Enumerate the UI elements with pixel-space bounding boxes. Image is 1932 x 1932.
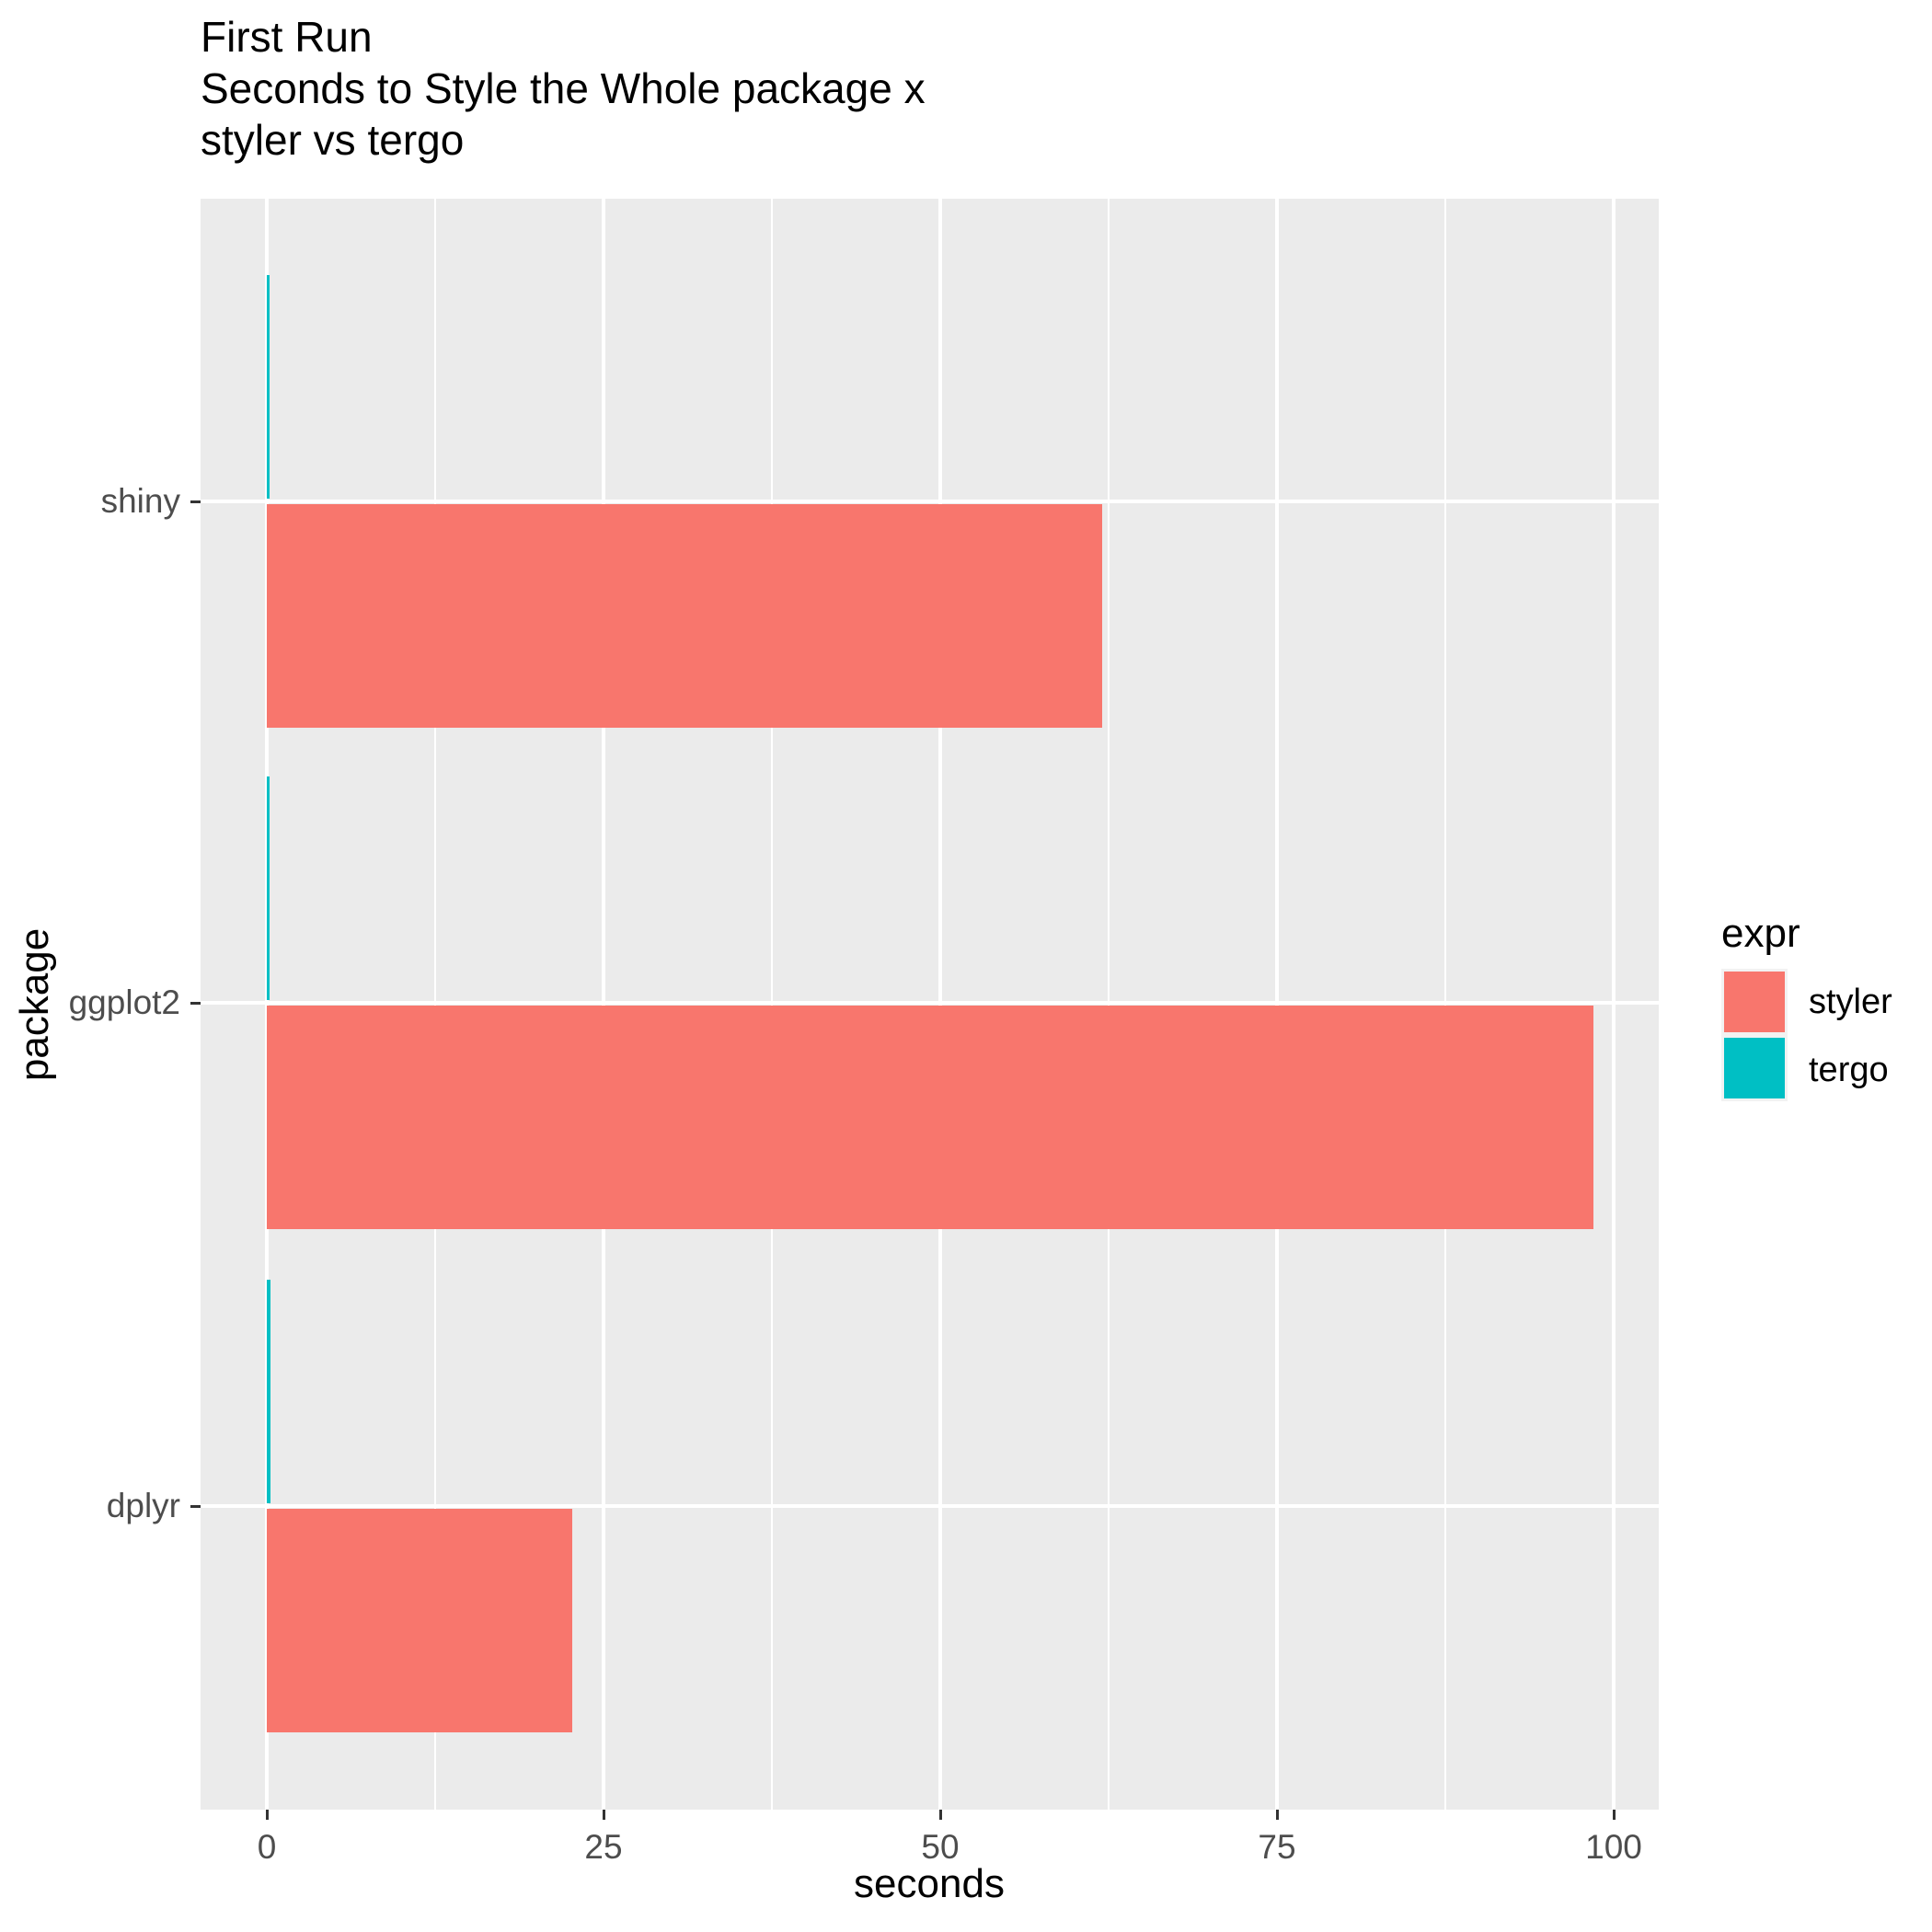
legend-title: expr — [1721, 911, 1800, 956]
legend-label-tergo: tergo — [1809, 1051, 1889, 1089]
bar-styler-ggplot2 — [267, 1006, 1593, 1229]
bar-tergo-ggplot2 — [267, 776, 270, 1000]
legend-key-tergo-swatch — [1721, 1035, 1788, 1101]
y-tick-ggplot2 — [190, 1001, 201, 1005]
y-tick-dplyr — [190, 1504, 201, 1508]
x-axis-title: seconds — [854, 1861, 1005, 1906]
gridline-major-y-dplyr — [201, 1504, 1659, 1508]
legend-key-styler-swatch — [1721, 969, 1788, 1035]
x-tick-label-0: 0 — [257, 1828, 277, 1866]
plot-panel — [201, 199, 1659, 1810]
x-tick-0 — [265, 1810, 269, 1820]
y-tick-label-shiny: shiny — [100, 482, 180, 520]
x-tick-label-25: 25 — [584, 1828, 623, 1866]
gridline-major-y-shiny — [201, 500, 1659, 503]
y-tick-label-ggplot2: ggplot2 — [68, 983, 180, 1021]
chart-title-line-1: First Run — [201, 13, 373, 61]
gridline-major-y-ggplot2 — [201, 1001, 1659, 1005]
x-tick-label-100: 100 — [1585, 1828, 1642, 1866]
x-tick-50 — [938, 1810, 942, 1820]
bar-styler-shiny — [267, 504, 1102, 728]
y-tick-shiny — [190, 500, 201, 503]
chart-title-line-3: styler vs tergo — [201, 116, 465, 164]
x-tick-75 — [1275, 1810, 1279, 1820]
x-tick-label-75: 75 — [1258, 1828, 1296, 1866]
y-tick-label-dplyr: dplyr — [106, 1487, 180, 1524]
chart-title: First Run Seconds to Style the Whole pac… — [201, 11, 926, 166]
legend-label-styler: styler — [1809, 983, 1892, 1021]
chart-title-line-2: Seconds to Style the Whole package x — [201, 64, 926, 112]
x-tick-100 — [1612, 1810, 1616, 1820]
x-tick-label-50: 50 — [921, 1828, 960, 1866]
bar-styler-dplyr — [267, 1509, 572, 1732]
bar-tergo-dplyr — [267, 1280, 270, 1503]
x-tick-25 — [602, 1810, 605, 1820]
bar-tergo-shiny — [267, 275, 270, 499]
